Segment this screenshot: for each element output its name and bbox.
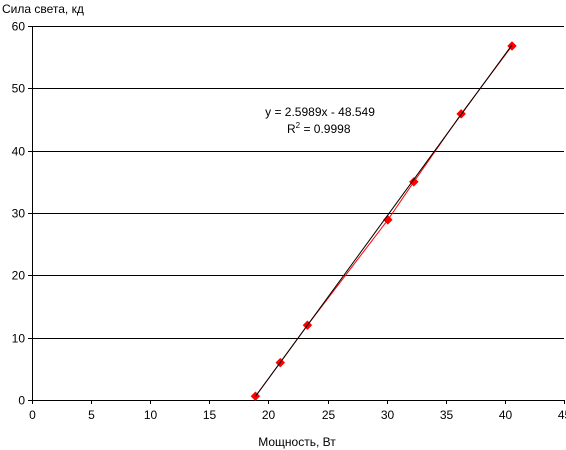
x-axis-title: Мощность, Вт: [258, 435, 336, 449]
x-tick-label: 5: [88, 408, 95, 422]
trendline: [255, 44, 513, 397]
y-axis-title: Сила света, кд: [2, 2, 84, 16]
y-tick-label: 30: [12, 207, 26, 221]
x-tick-label: 0: [29, 408, 36, 422]
x-tick-label: 20: [262, 408, 276, 422]
x-tick-label: 30: [381, 408, 395, 422]
trend-equation: y = 2.5989x - 48.549: [265, 105, 375, 119]
data-point: [409, 176, 419, 187]
x-tick-label: 35: [440, 408, 454, 422]
tick-labels: 0 10 20 30 40 50 60 0 5 10 15 20 25 30 35 40 45: [12, 20, 566, 423]
y-tick-label: 40: [12, 145, 26, 159]
r2-value: = 0.9998: [300, 122, 351, 136]
x-tick-label: 25: [322, 408, 336, 422]
y-tick-label: 0: [18, 394, 25, 408]
x-tick-label: 40: [499, 408, 513, 422]
axes: [28, 26, 565, 404]
y-tick-label: 10: [12, 332, 26, 346]
trendline-group: [255, 44, 513, 397]
r2-superscript: 2: [296, 121, 301, 130]
x-tick-label: 45: [558, 408, 566, 422]
r2-prefix: R: [287, 122, 296, 136]
x-tick-label: 15: [203, 408, 217, 422]
y-tick-label: 60: [12, 20, 26, 34]
r-squared-label: R2 = 0.9998: [287, 121, 351, 136]
y-tick-label: 20: [12, 269, 26, 283]
gridlines: [32, 26, 564, 339]
y-tick-label: 50: [12, 82, 26, 96]
x-tick-label: 10: [144, 408, 158, 422]
